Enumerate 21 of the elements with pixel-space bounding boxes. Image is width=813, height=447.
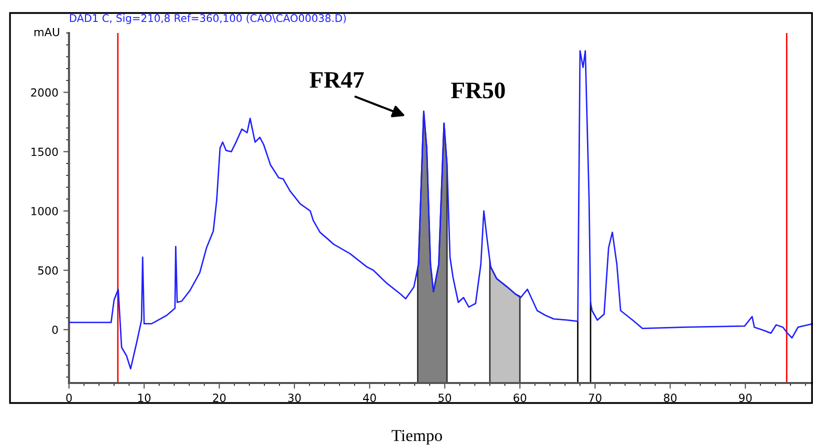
x-tick-label: 60: [514, 394, 526, 402]
x-tick-label: 70: [588, 394, 602, 402]
y-tick-label: 0: [52, 326, 58, 334]
y-tick-label: 1000: [32, 206, 58, 216]
chart-title: DAD1 C, Sig=210,8 Ref=360,100 (CAO\CAO00038.D): [70, 14, 346, 24]
y-tick-label: 1500: [32, 148, 58, 156]
x-axis-title: Tiempo: [392, 430, 442, 445]
x-tick-label: 80: [664, 394, 677, 402]
annotation: FR50: [451, 82, 505, 98]
x-tick-label: 50: [438, 394, 452, 402]
x-tick-label: 30: [288, 394, 301, 402]
line-series: [69, 50, 813, 370]
x-tick-label: 20: [213, 394, 226, 402]
y-axis-title: mAU: [34, 28, 60, 36]
y-tick-label: 500: [38, 266, 58, 275]
y-tick-label: 2000: [31, 88, 58, 97]
x-tick-label: 10: [138, 394, 150, 402]
annotation: FR47: [310, 72, 364, 88]
x-tick-label: 90: [738, 394, 752, 402]
x-tick-label: 0: [66, 394, 72, 402]
x-tick-label: 40: [363, 394, 376, 402]
